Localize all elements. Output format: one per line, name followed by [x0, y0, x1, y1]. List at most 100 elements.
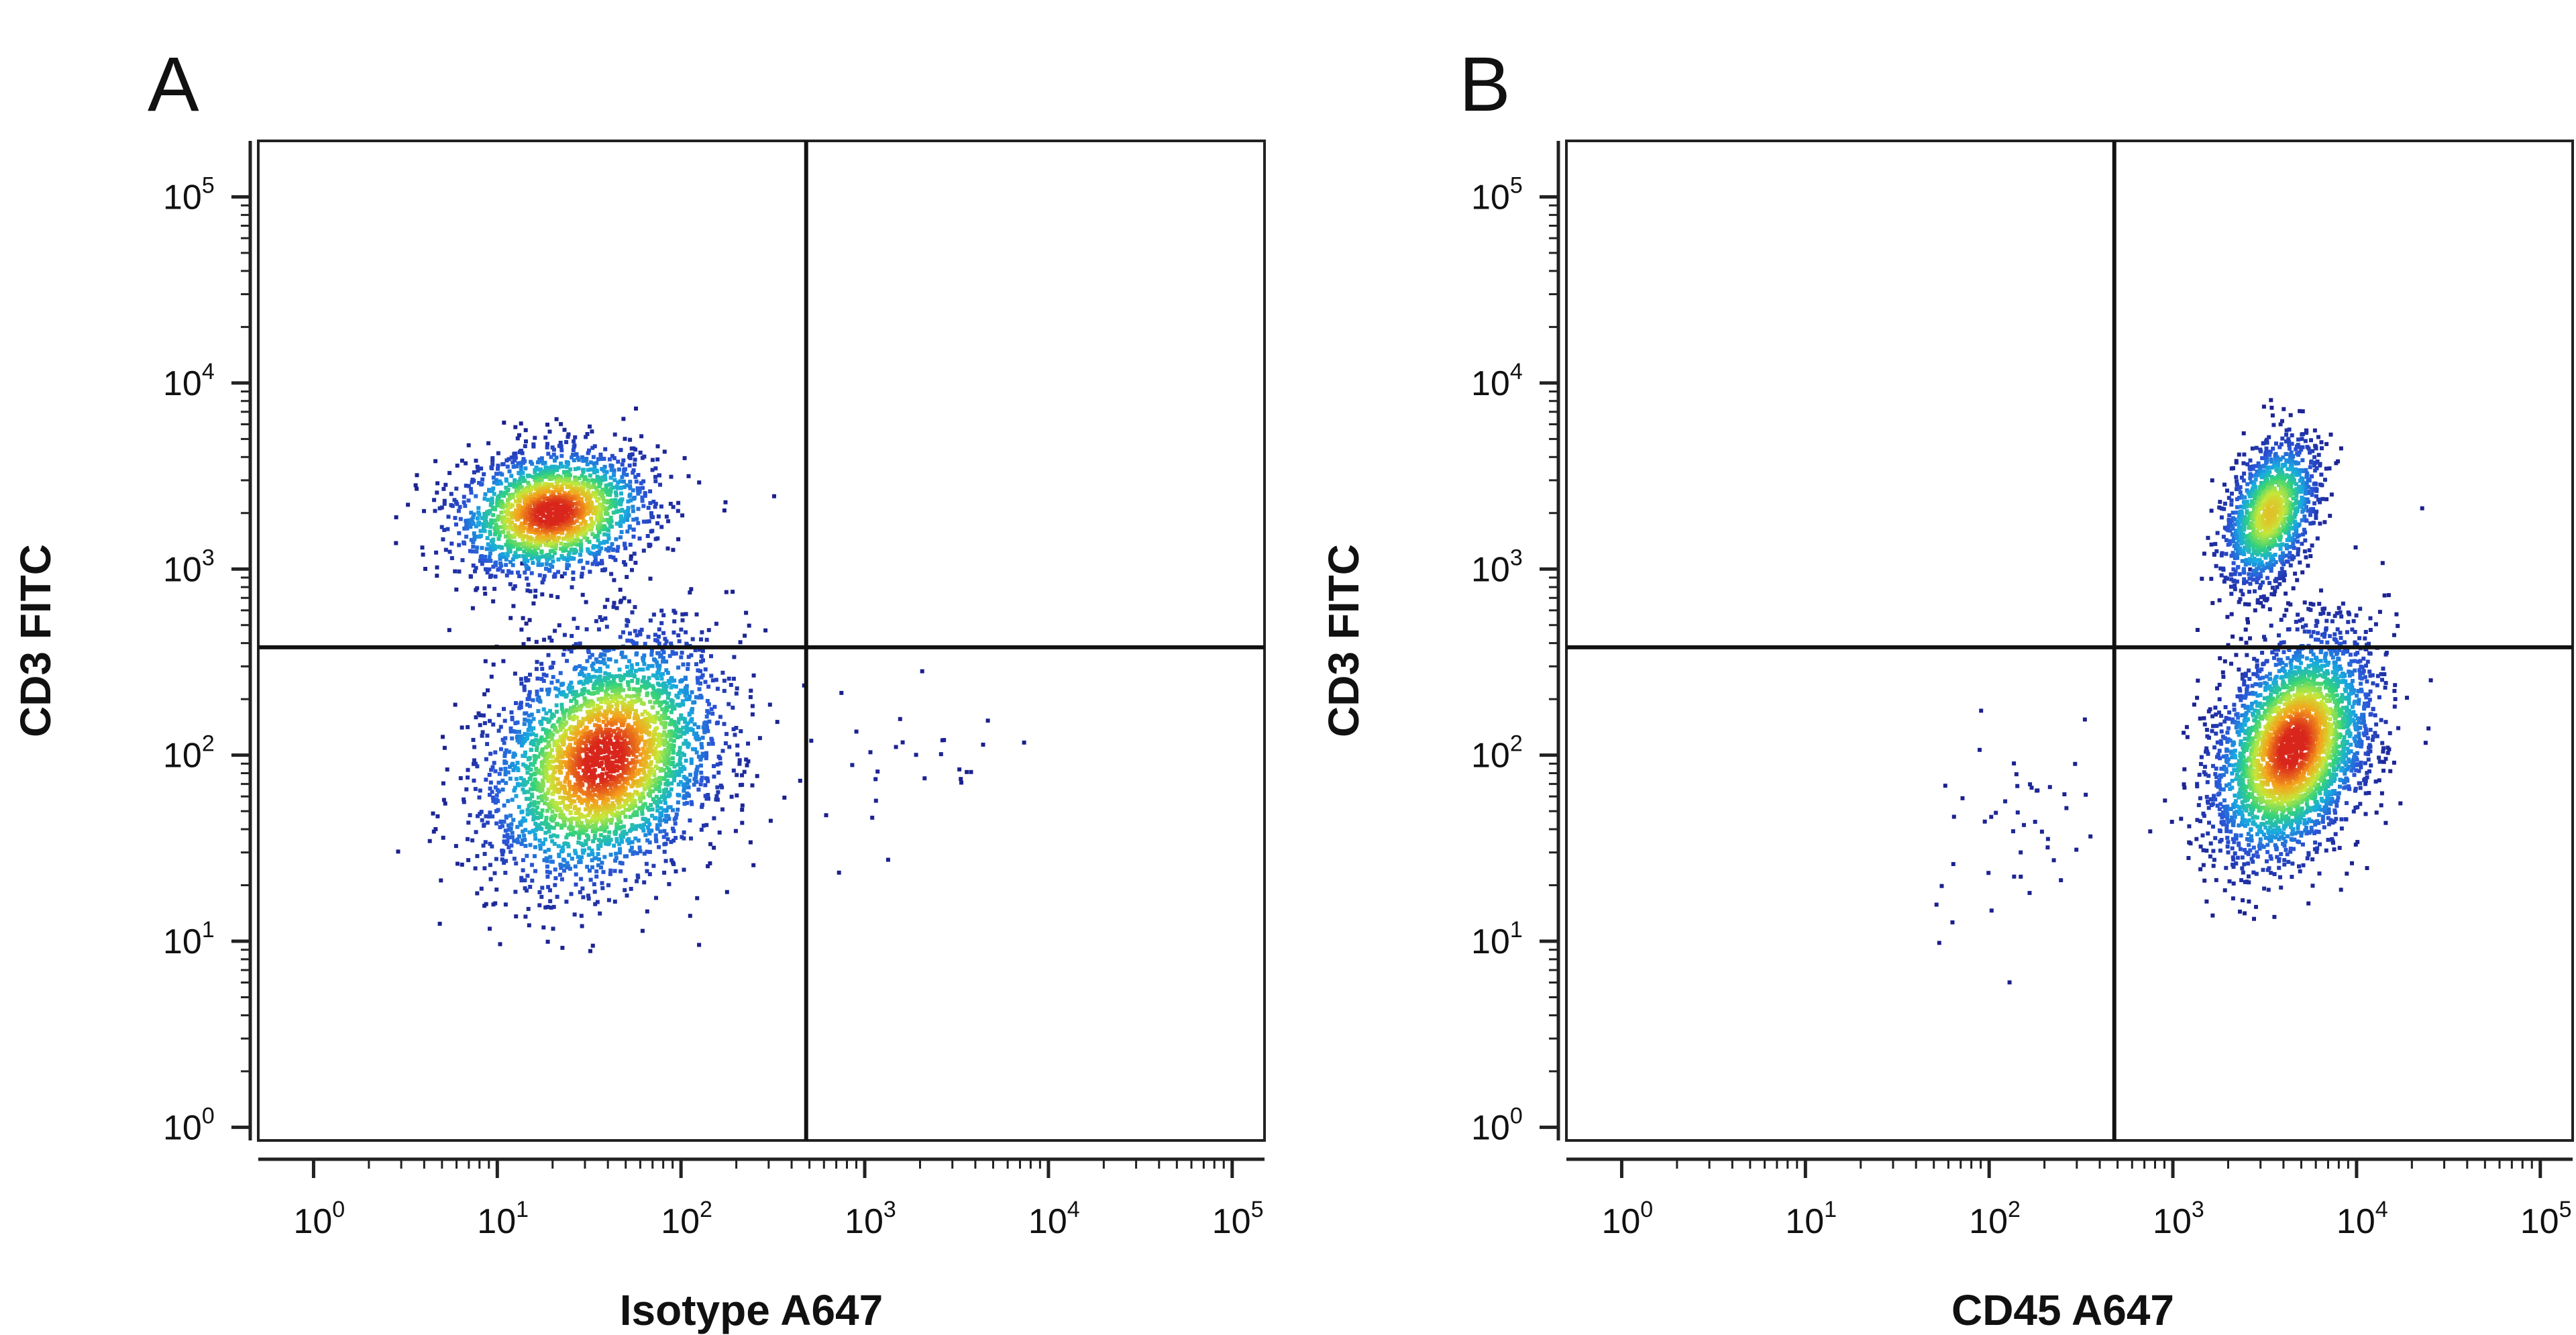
event-dot	[615, 548, 620, 553]
event-dot	[614, 659, 619, 663]
event-dot	[590, 653, 594, 657]
event-dot	[602, 798, 606, 803]
event-dot	[538, 517, 543, 521]
event-dot	[484, 521, 489, 525]
event-dot	[590, 562, 595, 566]
event-dot	[608, 515, 613, 520]
event-dot	[613, 787, 617, 791]
event-dot	[664, 755, 669, 759]
event-dot	[610, 453, 614, 458]
event-dot	[462, 494, 466, 499]
event-dot	[621, 655, 625, 659]
event-dot	[556, 570, 561, 574]
event-dot	[598, 727, 603, 732]
event-dot	[586, 747, 590, 751]
event-dot	[531, 601, 536, 606]
event-dot	[686, 721, 690, 726]
event-dot	[650, 458, 655, 462]
event-dot	[570, 481, 575, 486]
event-dot	[529, 487, 534, 492]
event-dot	[415, 486, 419, 491]
event-dot	[686, 667, 690, 672]
event-dot	[478, 713, 482, 718]
event-dot	[519, 875, 524, 880]
event-dot	[502, 706, 506, 711]
event-dot	[572, 458, 576, 463]
event-dot	[531, 808, 535, 812]
event-dot	[496, 780, 501, 785]
event-dot	[629, 557, 633, 562]
event-dot	[535, 824, 539, 829]
event-dot	[560, 945, 565, 950]
event-dot	[607, 735, 612, 739]
event-dot	[597, 857, 601, 862]
event-dot	[549, 484, 554, 488]
event-dot	[586, 786, 591, 791]
event-dot	[669, 698, 674, 702]
event-dot	[498, 525, 503, 529]
event-dot	[635, 735, 639, 740]
event-dot	[577, 760, 582, 765]
event-dot	[568, 555, 572, 560]
event-dot	[619, 652, 624, 656]
event-dot	[447, 628, 451, 633]
event-dot	[602, 653, 607, 657]
event-dot	[621, 472, 626, 476]
event-dot	[612, 684, 617, 689]
event-dot	[691, 747, 695, 751]
event-dot	[491, 723, 496, 727]
event-dot	[539, 456, 544, 461]
event-dot	[662, 761, 667, 766]
event-dot	[488, 559, 493, 563]
event-dot	[536, 539, 541, 544]
event-dot	[672, 773, 677, 778]
event-dot	[531, 474, 535, 479]
event-dot	[658, 482, 662, 487]
event-dot	[460, 862, 464, 867]
event-dot	[612, 712, 617, 716]
event-dot	[537, 494, 541, 498]
event-dot	[627, 841, 631, 845]
event-dot	[475, 891, 480, 896]
event-dot	[625, 708, 630, 712]
event-dot	[607, 818, 612, 822]
event-dot	[665, 734, 669, 739]
event-dot	[639, 782, 644, 787]
event-dot	[505, 488, 510, 493]
event-dot	[639, 737, 643, 742]
event-dot	[981, 743, 985, 747]
event-dot	[527, 725, 532, 729]
event-dot	[659, 504, 663, 509]
event-dot	[696, 755, 701, 759]
event-dot	[516, 840, 520, 845]
event-dot	[666, 716, 670, 720]
event-dot	[491, 564, 496, 569]
event-dot	[650, 814, 654, 818]
event-dot	[541, 764, 545, 769]
event-dot	[559, 448, 564, 453]
event-dot	[546, 451, 551, 456]
event-dot	[525, 511, 529, 516]
event-dot	[602, 469, 606, 474]
event-dot	[515, 824, 520, 829]
event-dot	[507, 469, 512, 474]
event-dot	[581, 831, 586, 835]
event-dot	[627, 524, 632, 529]
event-dot	[598, 669, 602, 674]
event-dot	[645, 534, 650, 538]
event-dot	[572, 513, 576, 518]
event-dot	[505, 833, 510, 837]
event-dot	[633, 826, 638, 831]
event-dot	[641, 668, 645, 672]
event-dot	[491, 486, 496, 491]
event-dot	[515, 761, 520, 765]
event-dot	[592, 882, 596, 887]
event-dot	[718, 784, 723, 788]
event-dot	[521, 829, 525, 834]
event-dot	[496, 537, 501, 541]
event-dot	[744, 757, 749, 762]
event-dot	[656, 690, 661, 694]
event-dot	[598, 615, 602, 619]
event-dot	[492, 492, 496, 496]
event-dot	[594, 728, 599, 733]
